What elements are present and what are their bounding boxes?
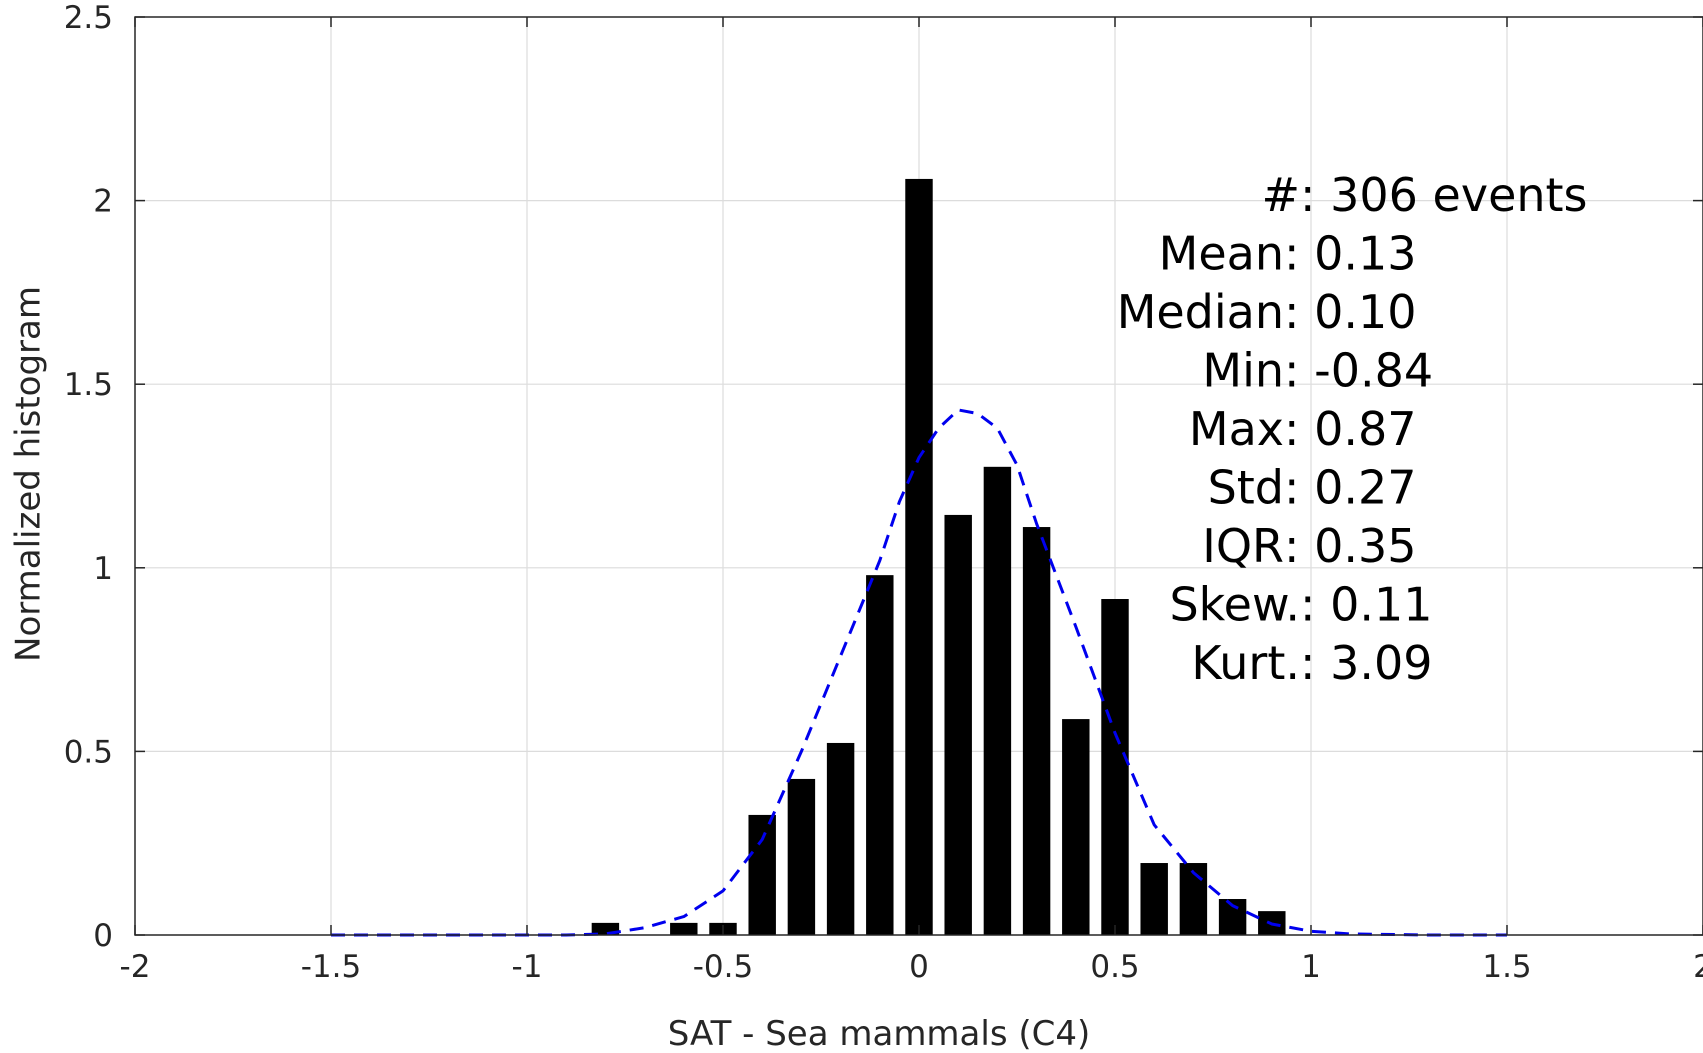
histogram-bar	[826, 742, 855, 935]
stat-value: : -0.84	[1284, 344, 1433, 398]
x-tick-label: -1	[512, 949, 543, 985]
histogram-bar	[1022, 527, 1051, 935]
histogram-bar	[1140, 863, 1168, 935]
x-tick-label: -0.5	[693, 949, 754, 985]
stat-label: Std	[1208, 461, 1284, 515]
histogram-bar	[866, 575, 894, 935]
x-tick-label: 0.5	[1090, 949, 1139, 985]
histogram-bar	[983, 466, 1012, 935]
y-tick-label: 0	[93, 918, 113, 954]
stat-label: Skew.	[1169, 578, 1300, 632]
x-tick-label: 2	[1693, 949, 1703, 985]
stat-value: : 0.13	[1284, 227, 1417, 281]
histogram-bar	[905, 178, 933, 936]
histogram-bar	[1101, 599, 1129, 935]
fit-curve	[331, 408, 1507, 937]
stat-value: : 3.09	[1300, 636, 1433, 690]
fit-curve-line	[331, 408, 1507, 937]
stat-value: : 0.10	[1284, 285, 1417, 339]
y-tick-label: 2	[93, 184, 113, 220]
histogram-bar	[1179, 863, 1208, 935]
y-axis-label: Normalized histogram	[9, 286, 49, 662]
histogram-bar	[1062, 719, 1090, 935]
x-tick-label: 1.5	[1482, 949, 1531, 985]
x-tick-label: -2	[120, 949, 151, 985]
y-tick-label: 1.5	[64, 367, 113, 403]
stat-value: : 0.87	[1284, 402, 1417, 456]
x-tick-label: -1.5	[301, 949, 362, 985]
y-tick-label: 2.5	[64, 0, 113, 36]
stat-label: Max	[1189, 402, 1284, 456]
x-axis-label: SAT - Sea mammals (C4)	[668, 1014, 1091, 1053]
stat-label: #	[1261, 168, 1300, 222]
axes	[134, 16, 1703, 936]
histogram-bar	[944, 514, 972, 935]
histogram-bar	[787, 778, 816, 935]
stat-label: Min	[1202, 344, 1284, 398]
stat-value: : 0.35	[1284, 519, 1417, 573]
x-tick-label: 0	[909, 949, 929, 985]
stat-value: : 0.11	[1300, 578, 1433, 632]
stat-value: : 0.27	[1284, 461, 1417, 515]
histogram-bar	[670, 922, 698, 935]
y-tick-label: 1	[93, 551, 113, 587]
stat-label: Mean	[1159, 227, 1284, 281]
stat-label: Kurt.	[1191, 636, 1300, 690]
stat-label: IQR	[1202, 519, 1284, 573]
x-tick-label: 1	[1301, 949, 1321, 985]
histogram-bar	[748, 814, 776, 935]
stat-label: Median	[1117, 285, 1284, 339]
stat-value: : 306 events	[1300, 168, 1588, 222]
y-tick-label: 0.5	[64, 734, 113, 770]
tick-labels: -2 -1.5 -1 -0.5 0 0.5 1 1.5 2 0 0.5 1 1.5 2 2.5	[64, 0, 1703, 985]
